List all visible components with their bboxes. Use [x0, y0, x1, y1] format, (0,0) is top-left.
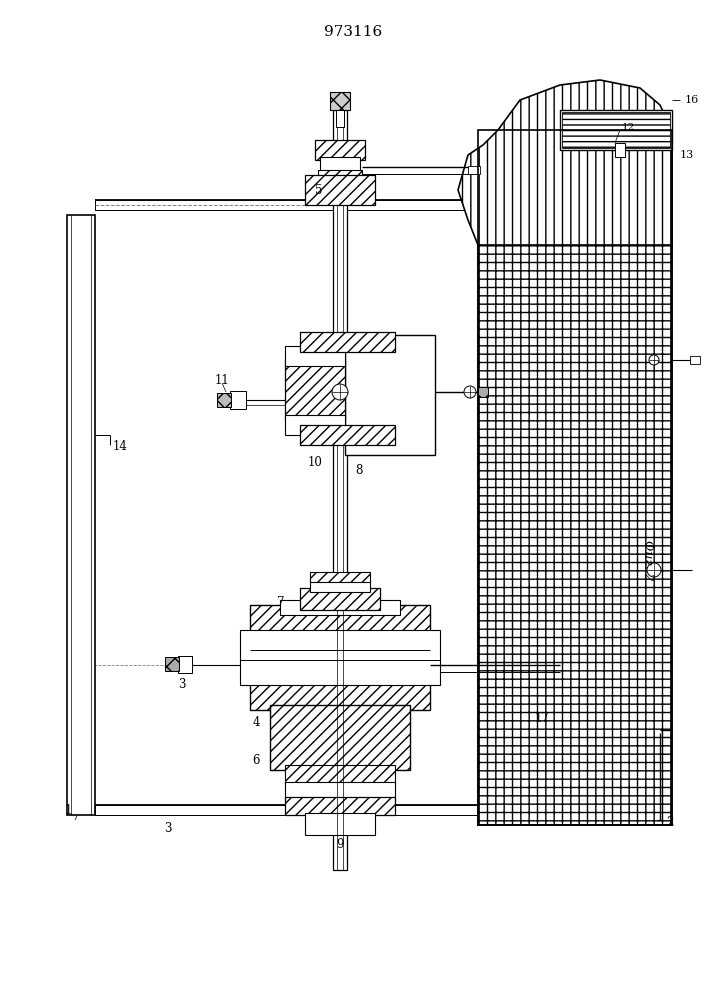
Bar [300, 425, 395, 445]
Bar [345, 335, 435, 455]
Bar [336, 110, 344, 127]
Text: 973116: 973116 [324, 25, 382, 39]
Bar [217, 393, 231, 407]
Bar [300, 588, 380, 610]
Bar [280, 600, 400, 615]
Bar [330, 92, 350, 110]
Bar [67, 215, 95, 815]
Bar [310, 580, 370, 592]
Circle shape [647, 563, 661, 577]
Text: 9: 9 [337, 838, 344, 852]
Text: 16: 16 [685, 95, 699, 105]
Bar [690, 356, 700, 364]
Bar [615, 143, 625, 157]
Text: 10: 10 [308, 456, 322, 470]
Bar [478, 155, 672, 825]
Bar [300, 332, 395, 352]
Bar [285, 765, 395, 785]
Circle shape [649, 355, 659, 365]
Bar [230, 391, 246, 409]
Text: 2: 2 [666, 816, 673, 830]
Bar [270, 705, 410, 770]
Text: 12: 12 [622, 123, 636, 132]
Bar [320, 157, 360, 175]
Bar [178, 656, 192, 673]
Text: 6: 6 [252, 754, 260, 766]
Bar [305, 175, 375, 205]
Text: 3: 3 [164, 822, 172, 836]
Bar [250, 605, 430, 710]
Bar [468, 166, 480, 174]
Bar [95, 200, 478, 210]
Text: 14: 14 [113, 440, 128, 454]
Bar [478, 387, 488, 397]
Bar [285, 346, 345, 366]
Text: 5: 5 [315, 184, 322, 196]
Bar [318, 170, 362, 180]
Polygon shape [458, 80, 672, 245]
Text: 17: 17 [535, 712, 550, 724]
Text: 8: 8 [355, 464, 363, 477]
Bar [285, 782, 395, 800]
Text: 13: 13 [680, 150, 694, 160]
Bar [315, 140, 365, 160]
Bar [240, 630, 440, 685]
Circle shape [332, 384, 348, 400]
Bar [333, 110, 347, 870]
Bar [310, 572, 370, 582]
Bar [305, 813, 375, 835]
Text: Фиг. 2: Фиг. 2 [641, 540, 655, 580]
Text: 11: 11 [215, 373, 229, 386]
Bar [285, 797, 395, 815]
Bar [562, 112, 670, 148]
Bar [285, 360, 345, 420]
Circle shape [464, 386, 476, 398]
Bar [285, 415, 345, 435]
Text: 7: 7 [278, 595, 285, 608]
Bar [478, 130, 672, 825]
Bar [165, 657, 179, 671]
Text: 4: 4 [252, 716, 260, 728]
Text: 3: 3 [178, 678, 186, 690]
Text: 1: 1 [64, 804, 72, 816]
Bar [95, 805, 478, 815]
Bar [560, 110, 672, 150]
